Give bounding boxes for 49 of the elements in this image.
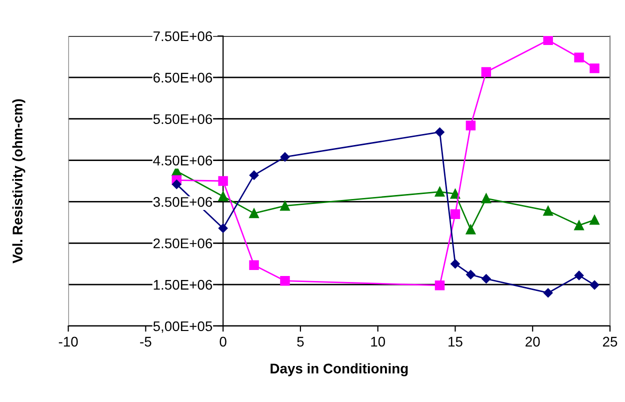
- y-tick-label: 7.50E+06: [154, 31, 212, 42]
- point: [218, 176, 228, 186]
- y-tick-label: 2.50E+06: [154, 238, 212, 248]
- point: [543, 36, 553, 46]
- point: [574, 52, 584, 62]
- point: [280, 152, 290, 162]
- point: [481, 67, 492, 77]
- y-tick-label: 6.50E+06: [154, 72, 212, 83]
- point: [590, 215, 600, 225]
- point: [574, 270, 584, 280]
- x-tick-label: 5: [297, 336, 304, 347]
- y-tick-label: 1.50E+06: [154, 280, 212, 290]
- point: [435, 127, 444, 137]
- point: [249, 208, 259, 218]
- point: [450, 259, 460, 268]
- x-tick-label: -5: [140, 336, 152, 347]
- x-tick-label: 10: [371, 336, 386, 347]
- point: [590, 280, 600, 290]
- point: [481, 194, 492, 204]
- y-tick-label: 5,00E+05: [153, 321, 212, 333]
- point: [543, 288, 553, 298]
- point: [466, 120, 476, 130]
- x-axis-title: Days in Conditioning: [270, 363, 408, 376]
- x-tick-label: 0: [220, 336, 226, 347]
- point: [249, 170, 259, 180]
- point: [466, 224, 476, 234]
- point: [249, 260, 259, 270]
- y-tick-label: 5.50E+06: [153, 114, 212, 124]
- y-axis-title: Vol. Resistivity (ohm-cm): [12, 99, 26, 264]
- point: [590, 63, 600, 74]
- point: [543, 206, 553, 216]
- point: [218, 224, 228, 233]
- point: [280, 200, 290, 211]
- x-tick-label: -10: [58, 336, 78, 347]
- x-tick-label: 15: [448, 336, 462, 347]
- point: [218, 191, 228, 202]
- point: [450, 209, 460, 220]
- point: [482, 274, 491, 284]
- y-tick-label: 4.50E+06: [153, 156, 212, 166]
- x-tick-label: 20: [526, 336, 540, 347]
- y-tick-label: 3.50E+06: [153, 197, 212, 207]
- point: [434, 186, 445, 197]
- x-tick-label: 25: [602, 336, 618, 347]
- point: [280, 276, 290, 286]
- point: [172, 180, 182, 189]
- point: [434, 280, 445, 290]
- point: [450, 188, 460, 199]
- point: [574, 220, 584, 230]
- point: [466, 270, 476, 280]
